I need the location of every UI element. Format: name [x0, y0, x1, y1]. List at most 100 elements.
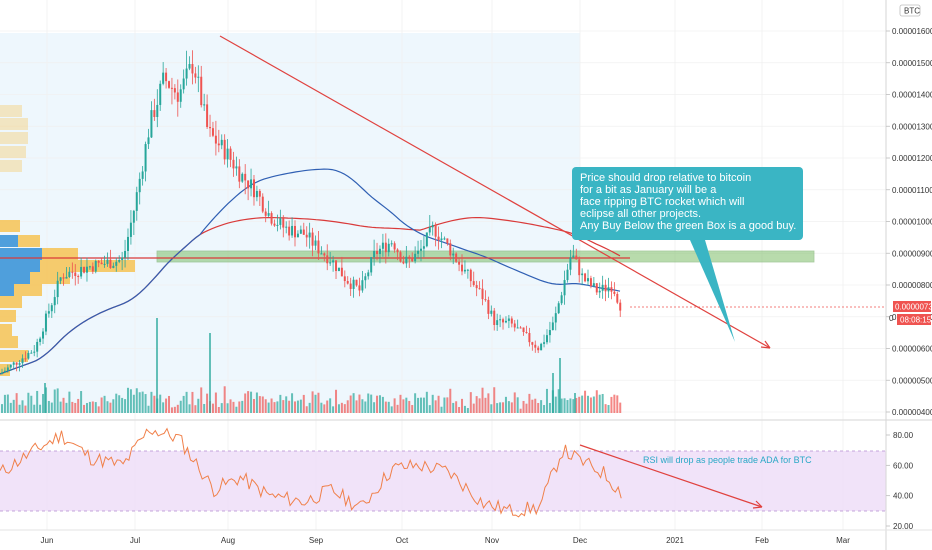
volume-bar — [30, 395, 33, 413]
candle-body — [156, 104, 159, 118]
candle-body — [572, 255, 575, 258]
candle-body — [226, 148, 229, 160]
volume-bar — [59, 401, 62, 413]
volume-bar — [317, 392, 320, 413]
volume-bar — [419, 397, 422, 413]
candle-body — [188, 64, 191, 69]
volume-bar — [554, 396, 557, 413]
downtrend-line[interactable] — [219, 35, 771, 349]
volume-bar — [97, 406, 100, 413]
candle-body — [525, 332, 528, 334]
volume-bar — [414, 393, 417, 413]
candle-body — [288, 226, 291, 236]
volume-bar — [12, 399, 15, 413]
volume-bar — [446, 397, 449, 413]
candle-body — [496, 320, 499, 326]
price-tick-label: 0.00001500 — [892, 59, 932, 68]
candle-body — [531, 342, 534, 345]
candle-body — [100, 262, 103, 265]
volume-bar — [452, 402, 455, 413]
candle-body — [44, 313, 47, 332]
candle-body — [411, 257, 414, 262]
candle-body — [168, 81, 171, 88]
candle-body — [106, 259, 109, 264]
volume-bar — [88, 401, 91, 413]
volume-bar — [552, 373, 554, 413]
volume-bar — [279, 394, 282, 413]
volume-bar — [434, 400, 437, 413]
candle-body — [185, 68, 188, 79]
price-tick-label: 0.00000800 — [892, 281, 932, 290]
volume-bar — [244, 393, 247, 413]
volume-bar — [241, 400, 244, 413]
price-axis[interactable]: 0.00001600 0.00001500 0.00001400 0.00001300… — [886, 27, 932, 417]
candle-body — [431, 225, 434, 228]
candle-body — [361, 280, 364, 291]
volume-bar — [232, 401, 235, 413]
volume-bar — [578, 396, 581, 413]
candle-body — [247, 180, 250, 189]
candle-body — [9, 364, 12, 368]
volume-bar — [455, 401, 458, 413]
candle-body — [575, 255, 578, 260]
volume-bar — [39, 404, 42, 413]
time-tick-label: Feb — [755, 536, 769, 545]
volume-bar — [206, 393, 209, 413]
volume-profile-bar — [0, 310, 16, 322]
candle-body — [554, 313, 557, 323]
candle-body — [326, 255, 329, 264]
volume-bar — [294, 401, 296, 413]
candle-body — [463, 269, 466, 272]
volume-bar — [42, 393, 45, 413]
candle-body — [56, 280, 59, 298]
volume-bar — [587, 395, 589, 413]
volume-bar — [343, 404, 346, 413]
candle-body — [381, 242, 384, 249]
candle-body — [80, 266, 83, 277]
rsi-axis[interactable]: 80.00 60.00 40.00 20.00 — [886, 431, 914, 531]
candle-body — [393, 243, 396, 250]
candle-body — [419, 248, 422, 251]
candle-body — [396, 249, 399, 253]
volume-bar — [170, 407, 173, 413]
candle-body — [85, 266, 88, 273]
candle-body — [296, 233, 299, 238]
volume-bar — [472, 403, 475, 413]
volume-bar — [601, 393, 604, 413]
candle-body — [150, 110, 153, 138]
candle-body — [566, 269, 569, 281]
candle-body — [340, 267, 343, 277]
candle-body — [21, 358, 24, 364]
volume-bar — [165, 398, 168, 413]
volume-bar — [616, 395, 619, 413]
volume-bar — [390, 406, 393, 413]
volume-bar — [282, 400, 285, 413]
candle-body — [153, 110, 156, 118]
candle-body — [349, 283, 352, 289]
countdown-prefix: 0 — [889, 314, 894, 323]
candle-body — [466, 269, 469, 271]
candle-body — [425, 232, 428, 247]
candle-body — [461, 264, 464, 272]
currency-badge[interactable]: BTC — [899, 4, 921, 17]
volume-bar — [405, 397, 408, 413]
volume-bar — [399, 394, 402, 413]
volume-bar — [440, 406, 443, 413]
candle-body — [370, 257, 373, 273]
analysis-callout[interactable]: Price should drop relative to bitcoin fo… — [572, 167, 803, 342]
time-axis[interactable]: Jun Jul Aug Sep Oct Nov Dec 2021 Feb Mar — [41, 536, 851, 545]
candle-body — [147, 137, 150, 145]
candle-body — [191, 64, 194, 74]
candle-body — [176, 92, 179, 102]
rsi-trend-line[interactable] — [579, 444, 763, 508]
volume-bar — [47, 400, 50, 413]
candle-body — [220, 139, 223, 146]
volume-bar — [537, 402, 540, 413]
candle-body — [613, 291, 616, 294]
volume-bar — [209, 333, 211, 413]
volume-bar — [173, 406, 176, 413]
candle-body — [279, 218, 282, 225]
volume-bar — [384, 401, 387, 413]
candle-body — [276, 224, 279, 226]
